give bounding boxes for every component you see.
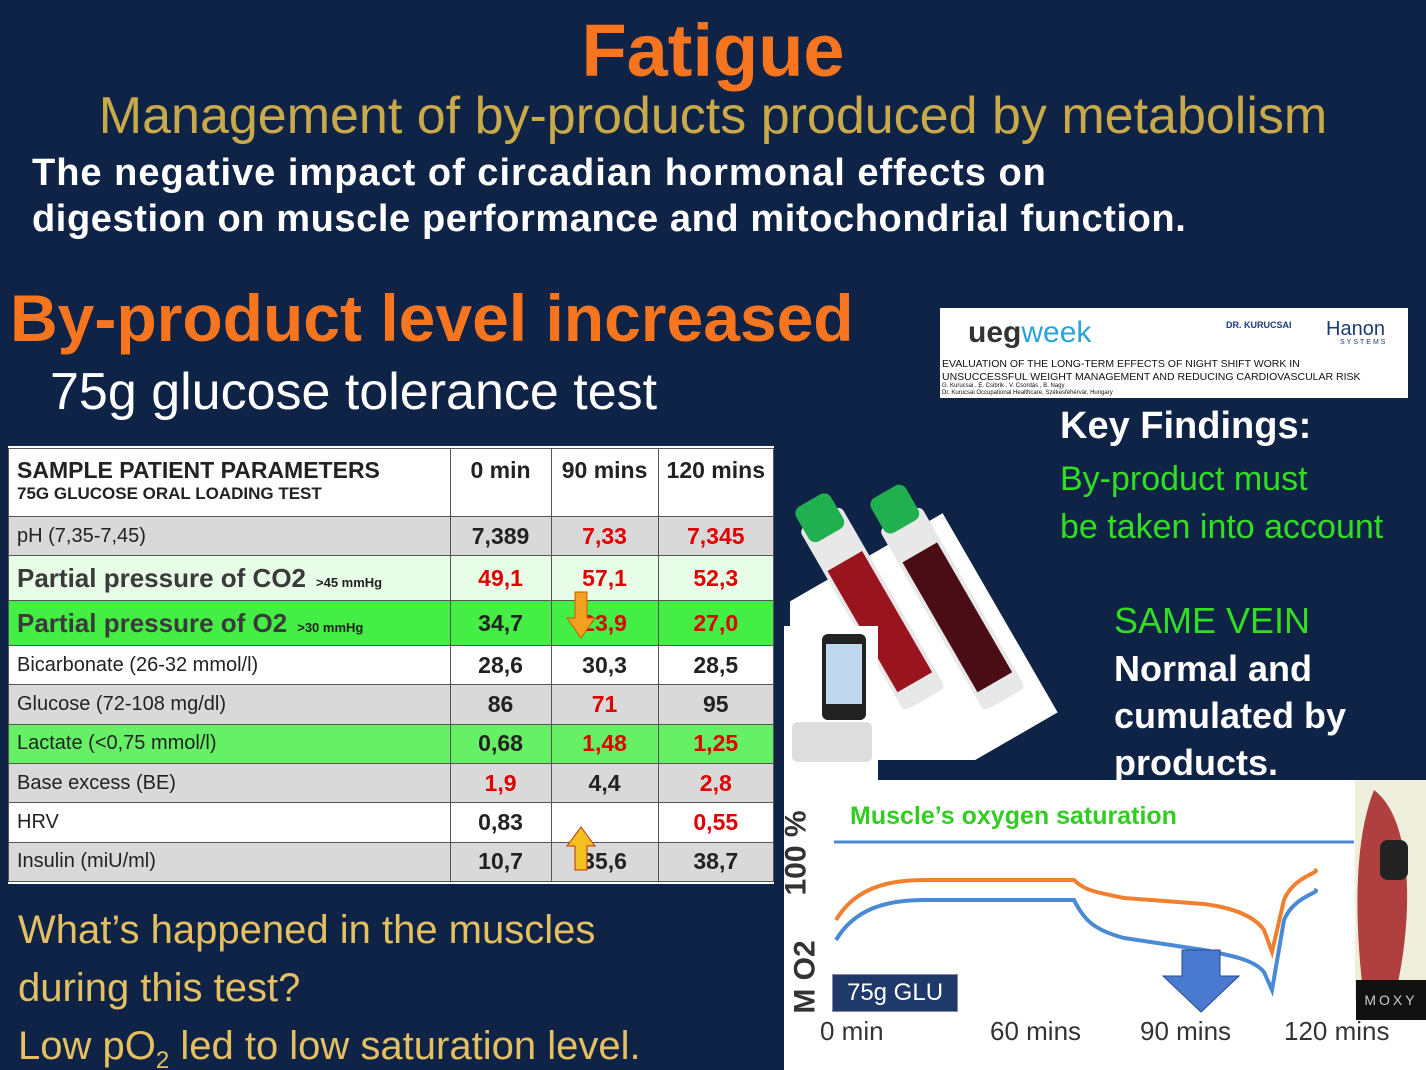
device-image bbox=[784, 626, 878, 780]
partner: Hanon bbox=[1326, 318, 1385, 340]
cell: 4,4 bbox=[550, 763, 659, 804]
question: What’s happened in the muscles bbox=[18, 908, 596, 952]
cell: 1,25 bbox=[657, 723, 775, 765]
cell: 34,7 bbox=[449, 600, 552, 647]
marker-box: 75g GLU bbox=[832, 974, 958, 1012]
key-finding: By-product must bbox=[1060, 460, 1308, 498]
row-label: Insulin (miU/ml) bbox=[8, 841, 451, 883]
row-label: Lactate (<0,75 mmol/l) bbox=[8, 723, 451, 765]
description: digestion on muscle performance and mito… bbox=[32, 198, 1187, 240]
row-note: >45 mmHg bbox=[316, 574, 383, 590]
cell: 35,6 bbox=[550, 841, 659, 883]
cell: 57,1 bbox=[550, 555, 659, 602]
cell: 7,389 bbox=[449, 515, 552, 557]
x-label: 60 mins bbox=[990, 1016, 1082, 1046]
vein-heading: SAME VEIN bbox=[1114, 600, 1311, 641]
saturation-plot bbox=[834, 780, 1426, 1013]
cell: 95 bbox=[657, 684, 775, 725]
question: during this test? bbox=[18, 966, 301, 1010]
column-header: 0 min bbox=[449, 448, 552, 517]
row-label: Glucose (72-108 mg/dl) bbox=[8, 684, 451, 725]
brand-week: week bbox=[1021, 316, 1092, 349]
key-finding: be taken into account bbox=[1060, 508, 1384, 546]
chart-title: Muscle’s oxygen saturation bbox=[850, 802, 1177, 830]
row-label: pH (7,35-7,45) bbox=[8, 515, 451, 557]
row-label: Partial pressure of O2 bbox=[17, 607, 288, 638]
answer: Low pO2 led to low saturation level. bbox=[18, 1024, 641, 1070]
table-subtitle: 75G GLUCOSE ORAL LOADING TEST bbox=[17, 484, 322, 503]
cell: 27,0 bbox=[657, 600, 775, 647]
x-label: 0 min bbox=[820, 1016, 884, 1046]
poster-title: EVALUATION OF THE LONG-TERM EFFECTS OF N… bbox=[942, 358, 1300, 370]
sponsor: DR. KURUCSAI bbox=[1226, 320, 1292, 330]
column-header: 90 mins bbox=[550, 448, 659, 517]
vein-line: Normal and bbox=[1114, 648, 1313, 689]
poster: uegweek DR. KURUCSAI Hanon SYSTEMS EVALU… bbox=[940, 308, 1408, 398]
row-label: HRV bbox=[8, 802, 451, 843]
section-heading: By-product level increased bbox=[10, 281, 854, 355]
cell: 2,8 bbox=[657, 763, 775, 804]
x-label: 90 mins bbox=[1140, 1016, 1232, 1046]
cell: 52,3 bbox=[657, 555, 775, 602]
poster-brand: uegweek bbox=[968, 316, 1091, 350]
answer-end: led to low saturation level. bbox=[169, 1024, 641, 1068]
cell: 7,345 bbox=[657, 515, 775, 557]
table-title: SAMPLE PATIENT PARAMETERS bbox=[17, 457, 380, 483]
up-arrow bbox=[566, 826, 596, 871]
row-label: Bicarbonate (26-32 mmol/l) bbox=[8, 645, 451, 686]
subtitle: Management of by-products produced by me… bbox=[98, 87, 1328, 145]
logo: MOXY bbox=[1356, 980, 1426, 1020]
cell: 86 bbox=[449, 684, 552, 725]
row-label: Partial pressure of CO2 bbox=[17, 562, 306, 593]
cell: 28,5 bbox=[657, 645, 775, 686]
description: The negative impact of circadian hormona… bbox=[32, 152, 1047, 194]
cell: 38,7 bbox=[657, 841, 775, 883]
column-header: 120 mins bbox=[657, 448, 775, 517]
cell: 1,48 bbox=[550, 723, 659, 765]
cell: 30,3 bbox=[550, 645, 659, 686]
saturation-panel: Muscle’s oxygen saturation 100 % M O2 75… bbox=[780, 780, 1426, 1070]
answer-start: Low pO bbox=[18, 1024, 156, 1068]
brand: ueg bbox=[968, 316, 1022, 349]
cell: 7,33 bbox=[550, 515, 659, 557]
row-label: Base excess (BE) bbox=[8, 763, 451, 804]
poster-affiliation: Dr. Kurucsai Occupational Healthcare, Sz… bbox=[942, 390, 1113, 396]
cell: 71 bbox=[550, 684, 659, 725]
cell: 1,9 bbox=[449, 763, 552, 804]
test-name: 75g glucose tolerance test bbox=[50, 363, 658, 421]
title: Fatigue bbox=[581, 9, 845, 92]
row-note: >30 mmHg bbox=[297, 619, 364, 635]
x-label: 120 mins bbox=[1284, 1016, 1390, 1046]
down-arrow bbox=[566, 591, 596, 639]
cell: 0,68 bbox=[449, 723, 552, 765]
cell: 10,7 bbox=[449, 841, 552, 883]
vein-line: products. bbox=[1114, 742, 1279, 783]
poster-title: UNSUCCESSFUL WEIGHT MANAGEMENT AND REDUC… bbox=[942, 371, 1361, 383]
answer-sub: 2 bbox=[155, 1047, 170, 1070]
cell: 0,55 bbox=[657, 802, 775, 843]
y-top: 100 % bbox=[779, 810, 813, 896]
table: SAMPLE PATIENT PARAMETERS 75G GLUCOSE ORA… bbox=[8, 448, 775, 883]
poster-authors: G. Kurucsai , E. Csibrik , V. Csordás , … bbox=[942, 383, 1065, 389]
key-findings-heading: Key Findings: bbox=[1060, 405, 1312, 447]
table-panel: SAMPLE PATIENT PARAMETERS 75G GLUCOSE ORA… bbox=[8, 446, 775, 884]
y-label: M O2 bbox=[788, 940, 822, 1014]
partner-sub: SYSTEMS bbox=[1340, 339, 1388, 346]
vein-line: cumulated by bbox=[1114, 695, 1347, 736]
cell: 49,1 bbox=[449, 555, 552, 602]
cell: 0,83 bbox=[449, 802, 552, 843]
cell: 28,6 bbox=[449, 645, 552, 686]
